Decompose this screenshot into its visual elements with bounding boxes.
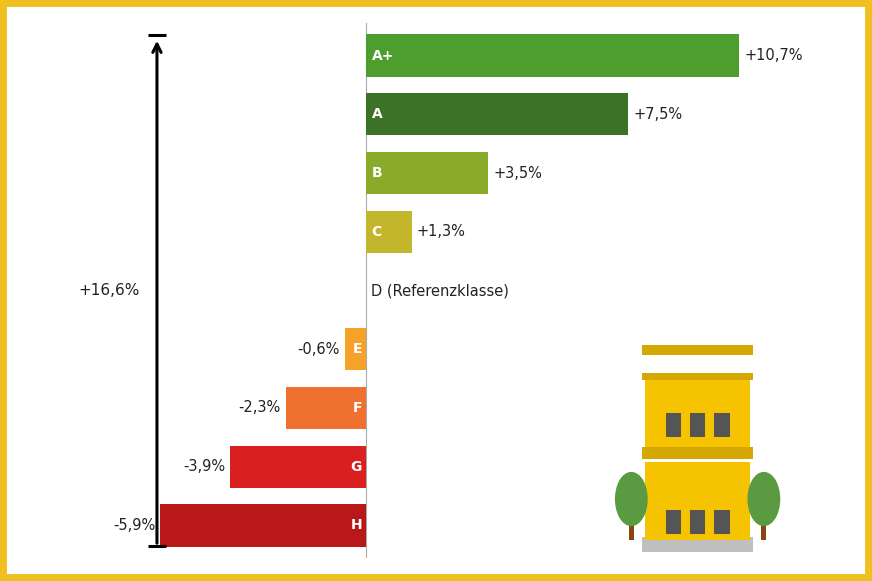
Bar	[665, 413, 681, 437]
Bar	[366, 34, 739, 77]
Text: +1,3%: +1,3%	[417, 224, 466, 239]
Bar	[366, 211, 412, 253]
Circle shape	[616, 472, 647, 525]
Text: D (Referenzklasse): D (Referenzklasse)	[371, 283, 509, 298]
Text: A: A	[371, 107, 382, 121]
Bar	[761, 511, 766, 540]
Bar	[645, 462, 750, 540]
Text: -2,3%: -2,3%	[239, 400, 281, 415]
Bar	[714, 413, 730, 437]
Bar	[642, 447, 753, 459]
Bar	[160, 504, 366, 547]
Bar	[366, 152, 488, 194]
Text: B: B	[371, 166, 382, 180]
Bar	[629, 511, 634, 540]
Text: F: F	[352, 401, 362, 415]
Text: -3,9%: -3,9%	[183, 459, 225, 474]
Text: C: C	[371, 225, 382, 239]
Text: +10,7%: +10,7%	[745, 48, 803, 63]
Text: H: H	[351, 518, 362, 532]
Bar	[366, 93, 628, 135]
Bar	[642, 537, 753, 552]
Bar	[642, 373, 753, 380]
Text: +3,5%: +3,5%	[494, 166, 542, 181]
Bar	[345, 328, 366, 370]
Text: -5,9%: -5,9%	[113, 518, 155, 533]
Text: +16,6%: +16,6%	[78, 283, 140, 298]
Bar	[645, 375, 750, 447]
Text: -0,6%: -0,6%	[297, 342, 340, 357]
Bar	[714, 510, 730, 535]
Bar	[665, 510, 681, 535]
Bar	[286, 387, 366, 429]
Text: E: E	[352, 342, 362, 356]
Text: +7,5%: +7,5%	[633, 107, 682, 122]
Bar	[642, 345, 753, 355]
Bar	[690, 413, 705, 437]
Text: A+: A+	[371, 49, 394, 63]
Bar	[230, 446, 366, 488]
Bar	[690, 510, 705, 535]
Circle shape	[748, 472, 780, 525]
Text: G: G	[351, 460, 362, 474]
